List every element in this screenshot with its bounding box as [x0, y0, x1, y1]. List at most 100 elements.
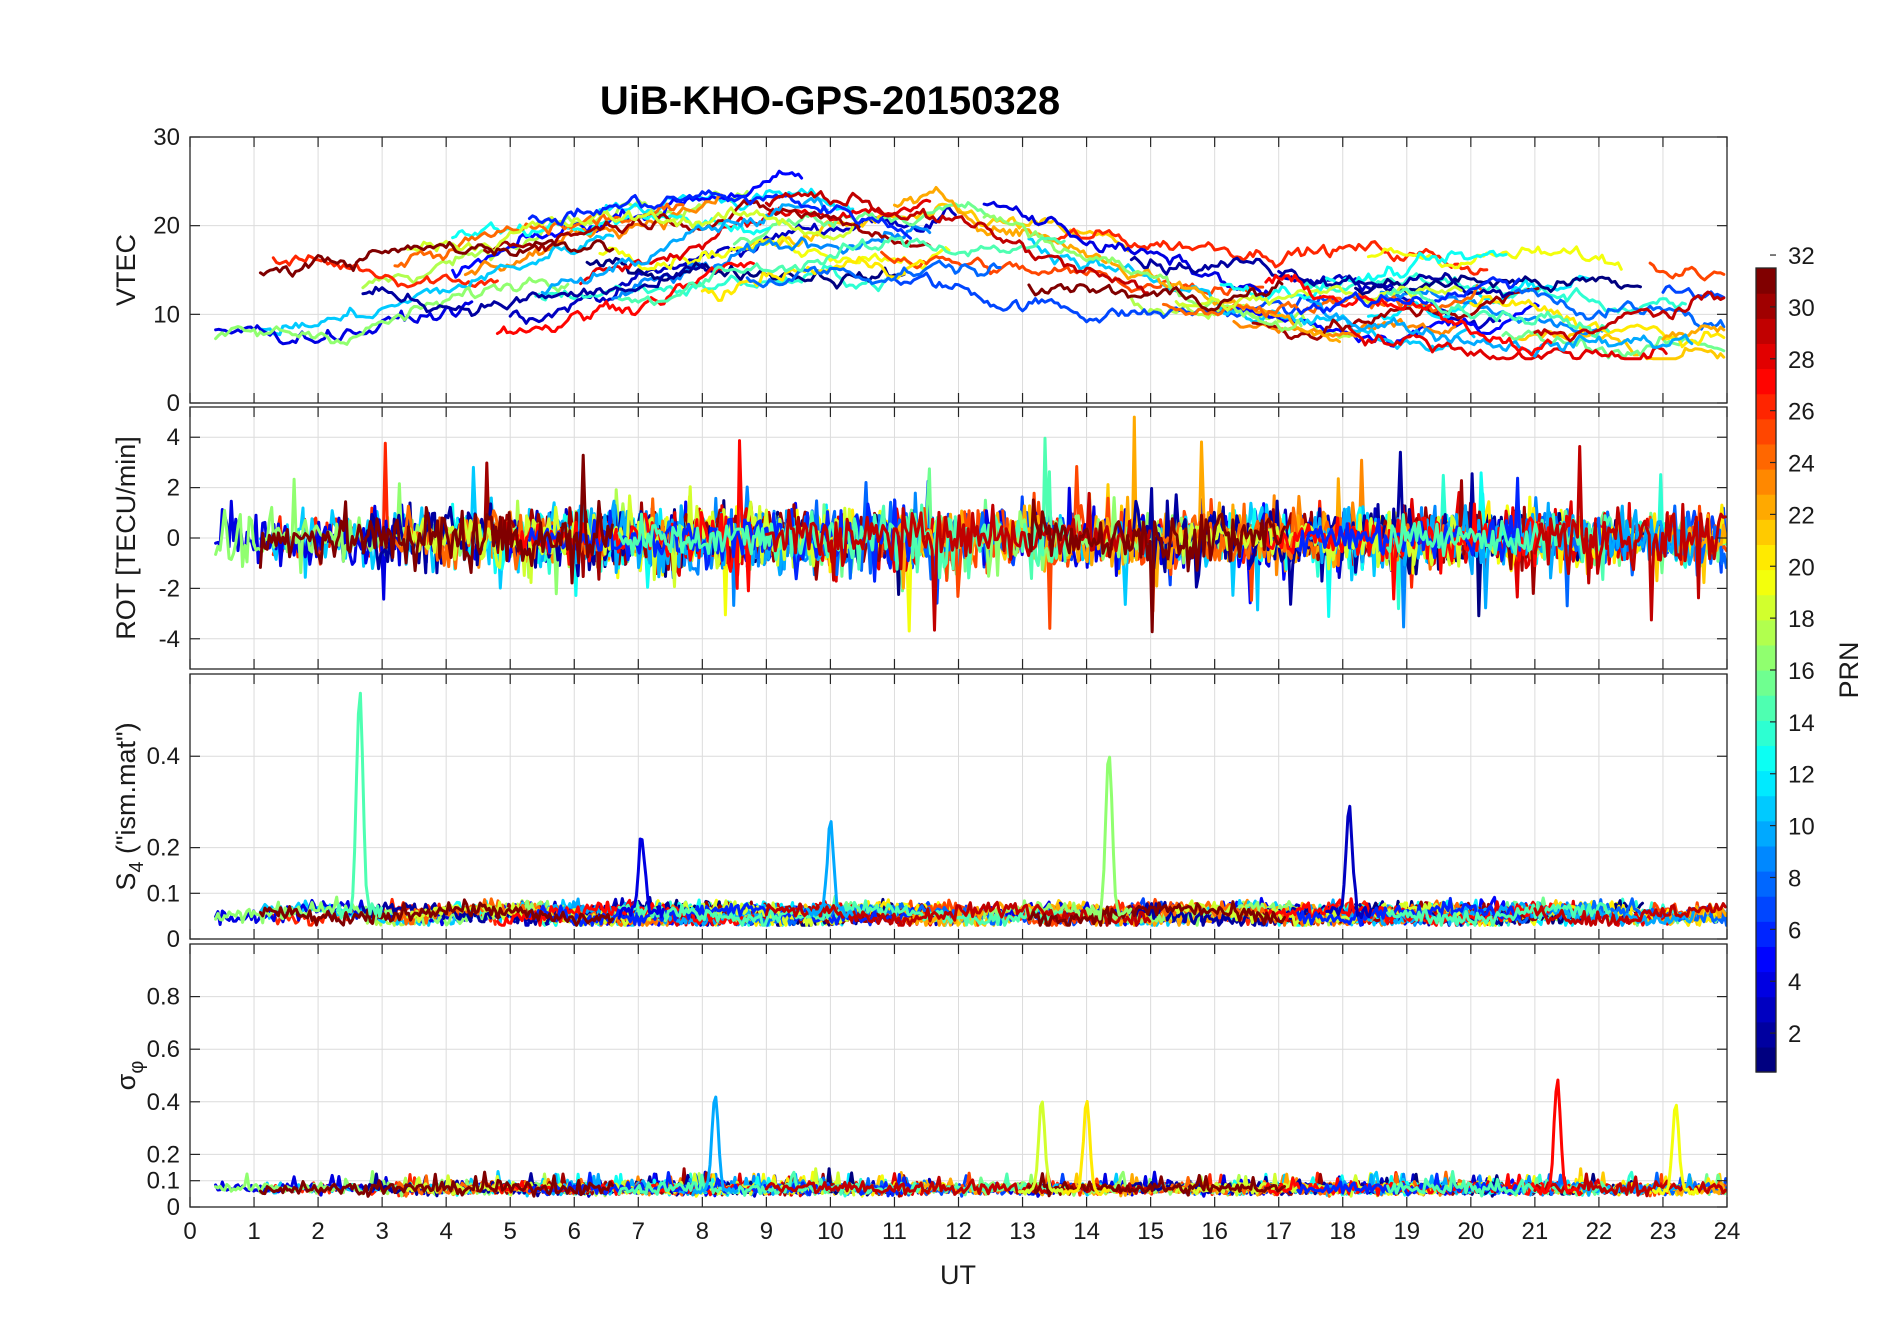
colorbar-swatch — [1756, 795, 1776, 822]
colorbar-swatch — [1756, 343, 1776, 370]
colorbar-label: PRN — [1834, 641, 1864, 698]
y-tick-label: 0.4 — [147, 1089, 180, 1116]
peak-trace — [617, 837, 665, 920]
colorbar-tick-label: 12 — [1788, 762, 1815, 789]
panel-3: 00.10.20.4S4 ("ism.mat") — [111, 673, 1728, 953]
y-tick-label: 0.2 — [147, 1141, 180, 1168]
x-tick-label: 21 — [1522, 1218, 1549, 1245]
chart-title: UiB-KHO-GPS-20150328 — [600, 79, 1060, 123]
prn-trace — [1027, 1172, 1286, 1198]
colorbar-swatch — [1756, 368, 1776, 395]
prn-trace — [1129, 255, 1514, 299]
y-tick-label: 0.8 — [147, 984, 180, 1011]
x-tick-label: 16 — [1201, 1218, 1228, 1245]
colorbar-swatch — [1756, 443, 1776, 470]
colorbar-swatch — [1756, 393, 1776, 420]
prn-trace — [893, 186, 1341, 344]
colorbar-swatch — [1756, 695, 1776, 721]
colorbar-tick-label: 14 — [1788, 710, 1815, 737]
colorbar-swatch — [1756, 921, 1776, 947]
peak-trace — [806, 820, 854, 919]
prn-trace — [1533, 290, 1726, 343]
x-tick-label: 2 — [311, 1218, 324, 1245]
peak-trace — [1085, 755, 1133, 921]
y-tick-label: 0 — [167, 525, 180, 552]
colorbar-swatch — [1756, 971, 1776, 998]
colorbar-swatch — [1756, 770, 1776, 797]
prn-trace — [1309, 300, 1694, 358]
x-tick-label: 23 — [1650, 1218, 1677, 1245]
prn-trace — [1296, 1172, 1522, 1197]
traces — [214, 415, 1727, 634]
panel-1: 0 10 20 30 VTEC — [111, 124, 1728, 417]
y-tick-label: 10 — [153, 301, 180, 328]
colorbar-swatch — [1756, 569, 1776, 596]
peak-trace — [1017, 1100, 1065, 1196]
colorbar-tick-label: 2 — [1788, 1021, 1801, 1048]
colorbar-tick-label: 28 — [1788, 347, 1815, 374]
x-tick-label: 20 — [1457, 1218, 1484, 1245]
peak-trace — [1533, 1078, 1581, 1197]
prn-trace — [764, 491, 1152, 632]
x-tick-label: 11 — [882, 1218, 907, 1245]
colorbar-swatch — [1756, 494, 1776, 520]
prn-trace — [1661, 284, 1726, 300]
prn-trace — [1661, 324, 1726, 341]
x-tick-label: 13 — [1009, 1218, 1036, 1245]
y-tick-label: 0.1 — [147, 1168, 180, 1195]
prn-trace — [1027, 900, 1286, 927]
x-tick-label: 14 — [1073, 1218, 1100, 1245]
colorbar-swatch — [1756, 1021, 1776, 1048]
colorbar-tick-label: 24 — [1788, 451, 1815, 478]
prn-trace — [1040, 227, 1489, 276]
x-axis-label: UT — [940, 1260, 976, 1290]
prn-trace — [1386, 900, 1611, 927]
prn-trace — [1027, 498, 1286, 634]
x-tick-label: 5 — [504, 1218, 517, 1245]
prn-trace — [258, 453, 614, 585]
x-tick-label: 18 — [1329, 1218, 1356, 1245]
colorbar-swatch — [1756, 720, 1776, 746]
prn-trace — [271, 897, 497, 927]
y-axis-label: ROT [TECU/min] — [111, 436, 141, 640]
prn-trace — [495, 260, 756, 335]
colorbar-swatch — [1756, 845, 1776, 872]
y-axis-label-rest: ("ism.mat") — [111, 722, 141, 861]
prn-trace — [617, 899, 1067, 927]
y-tick-label: 0 — [167, 1194, 180, 1221]
y-axis-label-main: S — [111, 873, 141, 891]
panel-2: -4 -2 0 2 4 ROT [TECU/min] — [111, 406, 1728, 670]
prn-trace — [1533, 902, 1727, 927]
colorbar-swatch — [1756, 871, 1776, 897]
prn-trace — [982, 1170, 1273, 1198]
colorbar-tick-label: 26 — [1788, 399, 1815, 426]
prn-trace — [617, 236, 1066, 306]
prn-trace — [1533, 445, 1727, 622]
peak-trace — [691, 1095, 739, 1197]
colorbar-tick-label: 22 — [1788, 502, 1815, 529]
x-tick-label: 10 — [817, 1218, 844, 1245]
colorbar-tick-label: 18 — [1788, 606, 1815, 633]
colorbar-swatch — [1756, 293, 1776, 319]
x-tick-label: 22 — [1586, 1218, 1613, 1245]
x-tick-label: 7 — [632, 1218, 645, 1245]
y-tick-label: 0.2 — [147, 835, 180, 862]
prn-trace — [1296, 276, 1521, 316]
colorbar-swatch — [1756, 996, 1776, 1023]
prn-trace — [1386, 287, 1610, 338]
prn-trace — [700, 255, 925, 302]
y-tick-label: 0 — [167, 926, 180, 953]
prn-trace — [258, 1170, 614, 1198]
y-tick-label: -4 — [159, 626, 180, 653]
x-tick-label: 19 — [1393, 1218, 1420, 1245]
prn-trace — [540, 499, 831, 579]
prn-trace — [764, 190, 1149, 295]
prn-trace — [271, 254, 499, 289]
x-tick-label: 1 — [247, 1218, 260, 1245]
colorbar-tick-label: 8 — [1788, 865, 1801, 892]
y-tick-label: 2 — [167, 475, 180, 502]
x-tick-label: 8 — [696, 1218, 709, 1245]
